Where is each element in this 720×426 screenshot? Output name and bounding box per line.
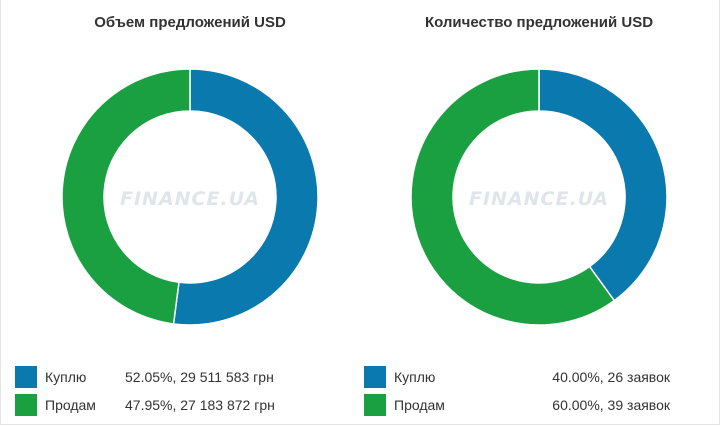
legend-value: 60.00%, 39 заявок — [552, 397, 670, 413]
legend-label: Куплю — [45, 369, 87, 385]
legend-swatch-buy — [364, 366, 386, 388]
watermark-logo: FINANCE.UA — [120, 188, 260, 210]
watermark-logo: FINANCE.UA — [469, 188, 609, 210]
donut-slice-buy[interactable] — [538, 68, 668, 302]
chart-title: Количество предложений USD — [424, 14, 654, 31]
legend-value: 52.05%, 29 511 583 грн — [125, 369, 274, 385]
legend-item-sell: Продам 60.00%, 39 заявок — [364, 392, 714, 420]
donut-slice-sell[interactable] — [61, 68, 191, 325]
donut-slice-buy[interactable] — [172, 68, 319, 326]
legend-label: Куплю — [394, 369, 436, 385]
legend-item-sell: Продам 47.95%, 27 183 872 грн — [15, 392, 365, 420]
legend-item-buy: Куплю 40.00%, 26 заявок — [364, 364, 714, 392]
legend: Куплю 52.05%, 29 511 583 грн Продам 47.9… — [15, 364, 365, 420]
legend-item-buy: Куплю 52.05%, 29 511 583 грн — [15, 364, 365, 392]
donut-slice-sell[interactable] — [410, 68, 616, 326]
legend-swatch-sell — [364, 394, 386, 416]
count-donut-chart: FINANCE.UA — [410, 68, 668, 326]
legend-label: Продам — [394, 397, 445, 413]
volume-chart-panel: Объем предложений USD FINANCE.UA Куплю 5… — [15, 0, 365, 426]
legend: Куплю 40.00%, 26 заявок Продам 60.00%, 3… — [364, 364, 714, 420]
legend-value: 40.00%, 26 заявок — [552, 369, 670, 385]
legend-swatch-buy — [15, 366, 37, 388]
count-chart-panel: Количество предложений USD FINANCE.UA Ку… — [364, 0, 714, 426]
volume-donut-chart: FINANCE.UA — [61, 68, 319, 326]
legend-label: Продам — [45, 397, 96, 413]
legend-value: 47.95%, 27 183 872 грн — [125, 397, 275, 413]
chart-title: Объем предложений USD — [94, 14, 286, 31]
legend-swatch-sell — [15, 394, 37, 416]
